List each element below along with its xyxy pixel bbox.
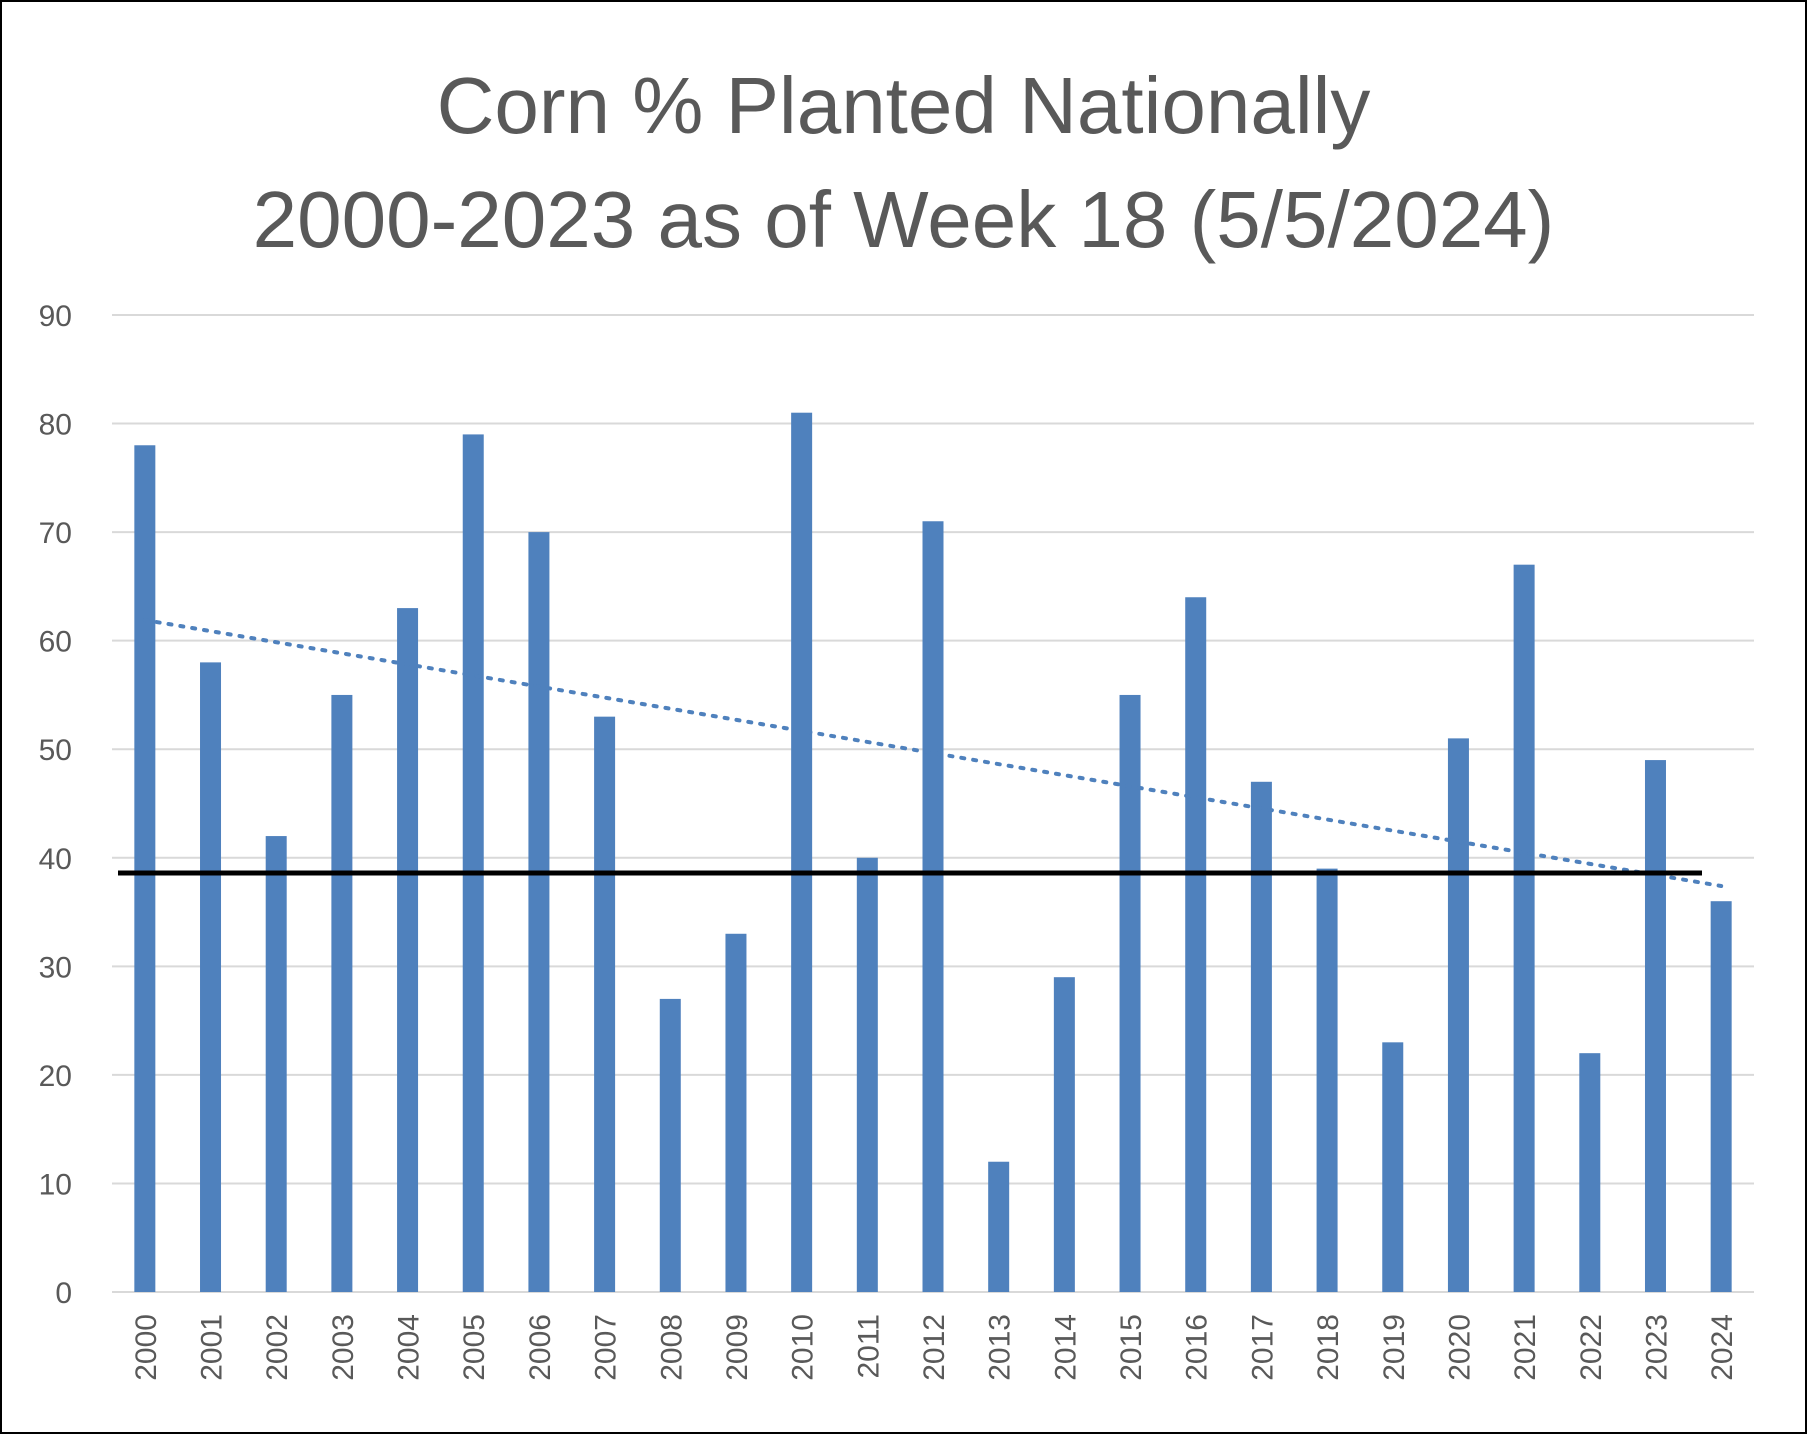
bar-2017 [1250, 781, 1272, 1292]
bar-2013 [988, 1161, 1010, 1292]
bar-2020 [1447, 738, 1469, 1292]
bar-2005 [462, 434, 484, 1292]
x-tick-label: 2012 [918, 1314, 951, 1381]
bar-2009 [725, 933, 747, 1292]
bar-2012 [922, 521, 944, 1292]
x-tick-label: 2009 [721, 1314, 754, 1381]
y-tick-label: 40 [39, 843, 72, 876]
y-tick-label: 20 [39, 1060, 72, 1093]
x-tick-label: 2018 [1312, 1314, 1345, 1381]
x-tick-label: 2023 [1640, 1314, 1673, 1381]
y-tick-label: 0 [55, 1277, 72, 1310]
bar-2021 [1513, 564, 1535, 1292]
x-tick-label: 2004 [393, 1314, 426, 1381]
x-tick-label: 2006 [524, 1314, 557, 1381]
x-tick-label: 2021 [1509, 1314, 1542, 1381]
x-tick-label: 2019 [1378, 1314, 1411, 1381]
bar-2001 [200, 662, 222, 1292]
x-tick-label: 2020 [1443, 1314, 1476, 1381]
chart-title-line-2: 2000-2023 as of Week 18 (5/5/2024) [252, 175, 1555, 264]
chart-title-line-1: Corn % Planted Nationally [436, 61, 1371, 150]
bar-2016 [1185, 597, 1207, 1292]
x-tick-label: 2007 [590, 1314, 623, 1381]
bar-2019 [1382, 1042, 1404, 1292]
x-tick-label: 2000 [130, 1314, 163, 1381]
bar-2022 [1579, 1053, 1601, 1292]
bar-2002 [265, 836, 287, 1292]
bar-2010 [791, 412, 813, 1292]
x-tick-label: 2010 [787, 1314, 820, 1381]
bar-2024 [1710, 901, 1732, 1292]
bar-2015 [1119, 694, 1141, 1292]
trendline [142, 618, 1724, 889]
x-tick-label: 2013 [984, 1314, 1017, 1381]
y-tick-label: 50 [39, 734, 72, 767]
x-tick-label: 2002 [261, 1314, 294, 1381]
bar-2007 [594, 716, 616, 1292]
bar-2003 [331, 694, 353, 1292]
y-tick-label: 90 [39, 300, 72, 333]
y-tick-label: 80 [39, 409, 72, 442]
x-tick-label: 2015 [1115, 1314, 1148, 1381]
x-tick-label: 2014 [1049, 1314, 1082, 1381]
bar-2014 [1053, 977, 1075, 1292]
x-tick-label: 2022 [1575, 1314, 1608, 1381]
x-tick-label: 2005 [458, 1314, 491, 1381]
x-tick-label: 2008 [655, 1314, 688, 1381]
x-tick-label: 2024 [1706, 1314, 1739, 1381]
bar-2004 [397, 608, 419, 1292]
bar-2006 [528, 532, 550, 1292]
bar-2000 [134, 445, 156, 1292]
y-tick-label: 70 [39, 517, 72, 550]
x-tick-label: 2016 [1181, 1314, 1214, 1381]
bar-2023 [1644, 760, 1666, 1292]
y-tick-label: 10 [39, 1168, 72, 1201]
x-tick-label: 2001 [196, 1314, 229, 1381]
y-tick-label: 30 [39, 951, 72, 984]
y-tick-label: 60 [39, 626, 72, 659]
x-tick-label: 2011 [852, 1314, 885, 1379]
x-tick-label: 2017 [1246, 1314, 1279, 1381]
x-tick-label: 2003 [327, 1314, 360, 1381]
bar-2011 [856, 857, 878, 1292]
bar-2008 [659, 998, 681, 1292]
bar-2018 [1316, 868, 1338, 1292]
